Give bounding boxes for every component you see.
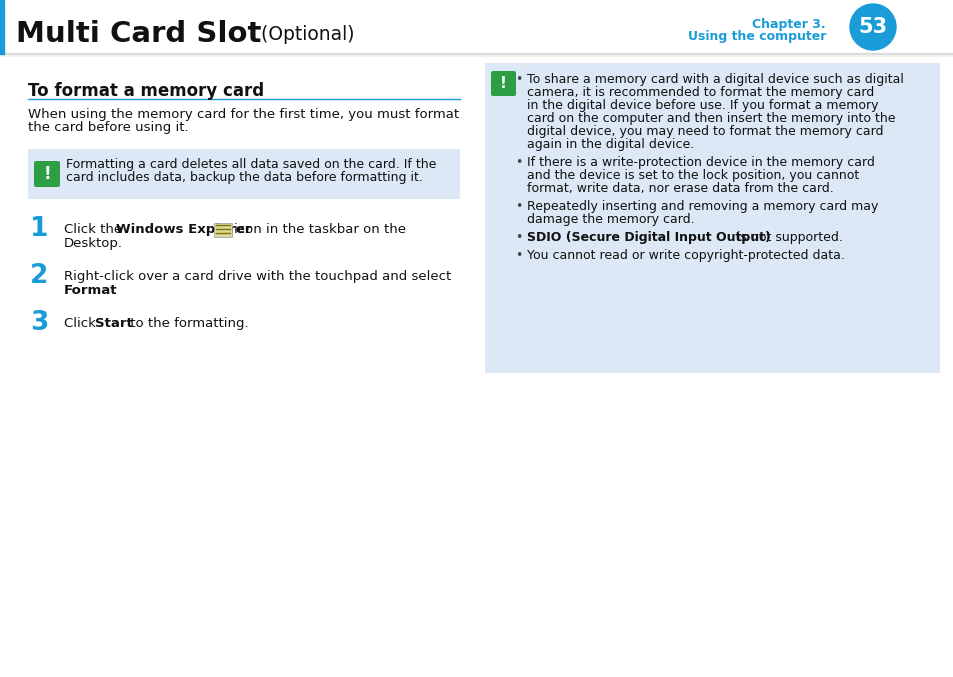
Text: Multi Card Slot: Multi Card Slot xyxy=(16,20,261,48)
Text: Format: Format xyxy=(64,284,117,297)
Text: Desktop.: Desktop. xyxy=(64,236,123,250)
Text: format, write data, nor erase data from the card.: format, write data, nor erase data from … xyxy=(526,182,833,195)
Text: Click the: Click the xyxy=(64,223,126,236)
Bar xyxy=(0,53,953,54)
Text: SDIO (Secure Digital Input Output): SDIO (Secure Digital Input Output) xyxy=(526,231,770,244)
Bar xyxy=(28,149,459,199)
FancyBboxPatch shape xyxy=(491,71,516,96)
FancyBboxPatch shape xyxy=(34,161,60,187)
Text: 3: 3 xyxy=(30,310,49,336)
Circle shape xyxy=(849,4,895,50)
Text: to the formatting.: to the formatting. xyxy=(126,317,249,330)
Bar xyxy=(0,54,953,56)
Text: Right-click over a card drive with the touchpad and select: Right-click over a card drive with the t… xyxy=(64,270,451,283)
Bar xyxy=(484,63,939,373)
Text: Chapter 3.: Chapter 3. xyxy=(752,18,825,31)
Text: •: • xyxy=(515,200,522,213)
Text: When using the memory card for the first time, you must format: When using the memory card for the first… xyxy=(28,108,458,121)
Text: again in the digital device.: again in the digital device. xyxy=(526,138,694,151)
Text: icon in the taskbar on the: icon in the taskbar on the xyxy=(233,223,406,236)
Text: Using the computer: Using the computer xyxy=(687,30,825,43)
Text: Click: Click xyxy=(64,317,100,330)
Text: digital device, you may need to format the memory card: digital device, you may need to format t… xyxy=(526,125,882,138)
Text: If there is a write-protection device in the memory card: If there is a write-protection device in… xyxy=(526,156,874,169)
Text: and the device is set to the lock position, you cannot: and the device is set to the lock positi… xyxy=(526,169,859,182)
Text: •: • xyxy=(515,156,522,169)
Text: card includes data, backup the data before formatting it.: card includes data, backup the data befo… xyxy=(66,171,422,185)
Text: 1: 1 xyxy=(30,216,49,242)
Text: To format a memory card: To format a memory card xyxy=(28,82,264,100)
Text: is not supported.: is not supported. xyxy=(732,231,841,244)
Bar xyxy=(213,223,232,237)
Text: To share a memory card with a digital device such as digital: To share a memory card with a digital de… xyxy=(526,73,902,86)
Text: You cannot read or write copyright-protected data.: You cannot read or write copyright-prote… xyxy=(526,249,844,262)
Text: (Optional): (Optional) xyxy=(254,24,355,43)
Text: Start: Start xyxy=(95,317,132,330)
Text: Repeatedly inserting and removing a memory card may: Repeatedly inserting and removing a memo… xyxy=(526,200,878,213)
Text: 2: 2 xyxy=(30,263,49,289)
Text: •: • xyxy=(515,73,522,86)
Text: Windows Explorer: Windows Explorer xyxy=(116,223,251,236)
Text: in the digital device before use. If you format a memory: in the digital device before use. If you… xyxy=(526,99,878,112)
Text: •: • xyxy=(515,249,522,262)
Text: damage the memory card.: damage the memory card. xyxy=(526,213,694,226)
Text: !: ! xyxy=(43,165,51,183)
Text: Formatting a card deletes all data saved on the card. If the: Formatting a card deletes all data saved… xyxy=(66,158,436,171)
Bar xyxy=(0,0,4,54)
Text: .: . xyxy=(102,284,106,297)
Text: the card before using it.: the card before using it. xyxy=(28,121,189,135)
Text: 53: 53 xyxy=(858,17,886,37)
Text: card on the computer and then insert the memory into the: card on the computer and then insert the… xyxy=(526,112,895,125)
Text: !: ! xyxy=(499,76,506,91)
Text: •: • xyxy=(515,231,522,244)
Text: camera, it is recommended to format the memory card: camera, it is recommended to format the … xyxy=(526,86,873,99)
